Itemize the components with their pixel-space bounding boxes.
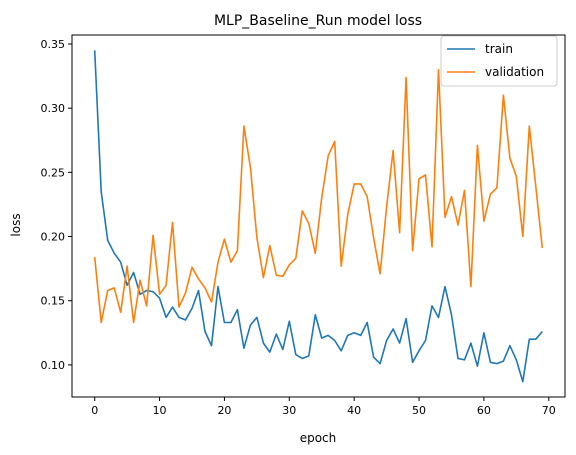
y-tick-label: 0.20 [41, 231, 66, 244]
x-tick-label: 40 [347, 404, 361, 417]
y-tick-label: 0.15 [41, 295, 66, 308]
x-tick-label: 70 [542, 404, 556, 417]
plot-lines [93, 50, 544, 383]
y-tick-label: 0.25 [41, 166, 66, 179]
legend-label-validation: validation [485, 65, 544, 79]
x-tick-label: 0 [91, 404, 98, 417]
x-tick-label: 60 [477, 404, 491, 417]
y-axis-label: loss [9, 213, 23, 236]
x-tick-label: 10 [153, 404, 167, 417]
y-ticks: 0.10 0.15 0.20 0.25 0.30 0.35 [41, 38, 72, 372]
x-tick-label: 30 [282, 404, 296, 417]
series-line-train [93, 50, 543, 383]
x-tick-label: 50 [412, 404, 426, 417]
series-line-validation [93, 68, 544, 324]
axes-frame [71, 34, 566, 398]
y-tick-label: 0.30 [41, 102, 66, 115]
x-tick-label: 20 [217, 404, 231, 417]
x-ticks: 0 10 20 30 40 50 60 70 [91, 397, 556, 417]
y-tick-label: 0.10 [41, 359, 66, 372]
x-axis-label: epoch [300, 431, 337, 445]
axes: 0 10 20 30 40 50 60 70 0.10 0.15 0.20 0.25 0.30 0.35 [41, 34, 566, 417]
legend: train validation [440, 35, 558, 87]
y-tick-label: 0.35 [41, 38, 66, 51]
legend-label-train: train [485, 42, 513, 56]
chart-title: MLP_Baseline_Run model loss [214, 13, 422, 29]
